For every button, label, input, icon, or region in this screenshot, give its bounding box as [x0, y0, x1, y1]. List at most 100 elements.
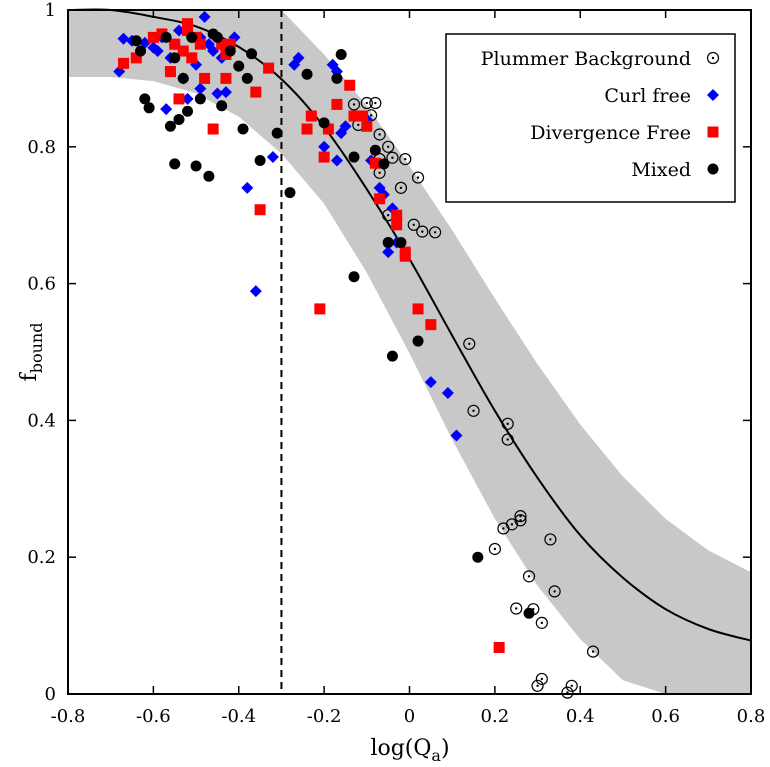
- circle-center-dot: [519, 519, 522, 522]
- circle-center-dot: [386, 214, 390, 217]
- circle-center-dot: [536, 684, 539, 687]
- data-point: [450, 429, 463, 442]
- data-point: [169, 38, 181, 50]
- circle-outline: [394, 181, 408, 194]
- data-point: [160, 103, 173, 116]
- legend-label: Curl free: [604, 85, 691, 107]
- data-point: [386, 151, 399, 164]
- data-point: [139, 93, 151, 105]
- data-point: [391, 209, 403, 221]
- x-tick-label: -0.2: [307, 706, 342, 727]
- circle-outline: [399, 153, 412, 166]
- circle-center-dot: [357, 123, 360, 127]
- data-point: [348, 151, 360, 163]
- data-point: [348, 110, 360, 122]
- legend-entry: Curl free: [604, 85, 719, 107]
- data-point: [219, 86, 232, 99]
- data-point: [216, 38, 228, 50]
- data-point: [314, 303, 326, 315]
- data-point: [271, 127, 283, 139]
- data-point: [488, 542, 501, 556]
- circle-center-dot: [378, 171, 381, 174]
- data-point: [360, 96, 373, 110]
- data-point: [357, 110, 369, 122]
- data-point: [373, 128, 386, 141]
- data-point: [361, 120, 373, 132]
- data-point: [463, 337, 476, 350]
- data-point: [194, 93, 206, 105]
- data-point: [331, 72, 343, 84]
- data-point: [224, 38, 236, 50]
- circle-center-dot: [506, 422, 509, 426]
- data-point: [194, 38, 206, 50]
- data-point: [117, 32, 130, 45]
- legend-entry: Divergence Free: [530, 122, 719, 144]
- y-tick-label: 0.2: [27, 547, 56, 568]
- circle-center-dot: [416, 176, 420, 179]
- x-tick-label: 0.2: [481, 706, 510, 727]
- circle-outline: [463, 337, 476, 350]
- data-point: [301, 68, 313, 80]
- circle-center-dot: [540, 677, 544, 681]
- legend: Plummer Background Curl free Divergence Fr…: [445, 33, 736, 203]
- data-point: [207, 45, 220, 58]
- data-point: [250, 86, 262, 98]
- data-point: [411, 171, 425, 184]
- circle-center-dot: [365, 101, 369, 105]
- data-point: [186, 52, 198, 64]
- x-tick-label: 0.8: [737, 706, 766, 727]
- circle-center-dot: [369, 114, 373, 117]
- data-point: [493, 641, 505, 653]
- circle-outline: [510, 602, 523, 615]
- circle-center-dot: [540, 621, 544, 625]
- data-point: [164, 120, 176, 132]
- legend-marker: [706, 51, 720, 65]
- data-point: [224, 45, 236, 57]
- circle-outline: [535, 616, 548, 629]
- circle-outline: [386, 151, 399, 164]
- data-point: [211, 87, 224, 100]
- data-point: [407, 218, 420, 231]
- data-point: [117, 57, 129, 69]
- circle-outline: [514, 510, 527, 523]
- data-point: [211, 31, 223, 43]
- data-point: [172, 24, 185, 37]
- circle-outline: [535, 672, 548, 686]
- data-point: [441, 387, 454, 400]
- data-point: [254, 154, 266, 166]
- data-point: [394, 181, 408, 194]
- data-point: [348, 271, 360, 283]
- y-tick-label: 0.8: [27, 137, 56, 158]
- data-point: [292, 51, 305, 64]
- data-point: [249, 285, 262, 298]
- data-point: [164, 66, 176, 78]
- circle-center-dot: [553, 590, 556, 593]
- y-tick-label: 1: [45, 0, 56, 21]
- data-point: [424, 376, 437, 389]
- data-point: [416, 225, 429, 238]
- data-point: [331, 98, 343, 110]
- circle-outline: [586, 645, 600, 658]
- data-point: [548, 585, 561, 598]
- data-point: [169, 158, 181, 170]
- circle-center-dot: [378, 133, 381, 136]
- circle-center-dot: [506, 438, 509, 441]
- circle-center-dot: [515, 607, 518, 610]
- circle-center-dot: [570, 684, 573, 687]
- circle-center-dot: [510, 523, 514, 526]
- data-point: [198, 10, 211, 23]
- circle-center-dot: [391, 156, 394, 159]
- circle-center-dot: [549, 538, 552, 541]
- circle-center-dot: [404, 157, 407, 161]
- circle-center-dot: [591, 650, 595, 653]
- data-point: [147, 31, 159, 43]
- circle-outline: [501, 433, 514, 446]
- data-point: [177, 45, 189, 57]
- data-points: [113, 10, 600, 699]
- data-point: [378, 158, 390, 170]
- circle-outline: [382, 140, 395, 153]
- data-point: [472, 551, 484, 563]
- data-point: [284, 187, 296, 199]
- x-tick-label: -0.8: [51, 706, 86, 727]
